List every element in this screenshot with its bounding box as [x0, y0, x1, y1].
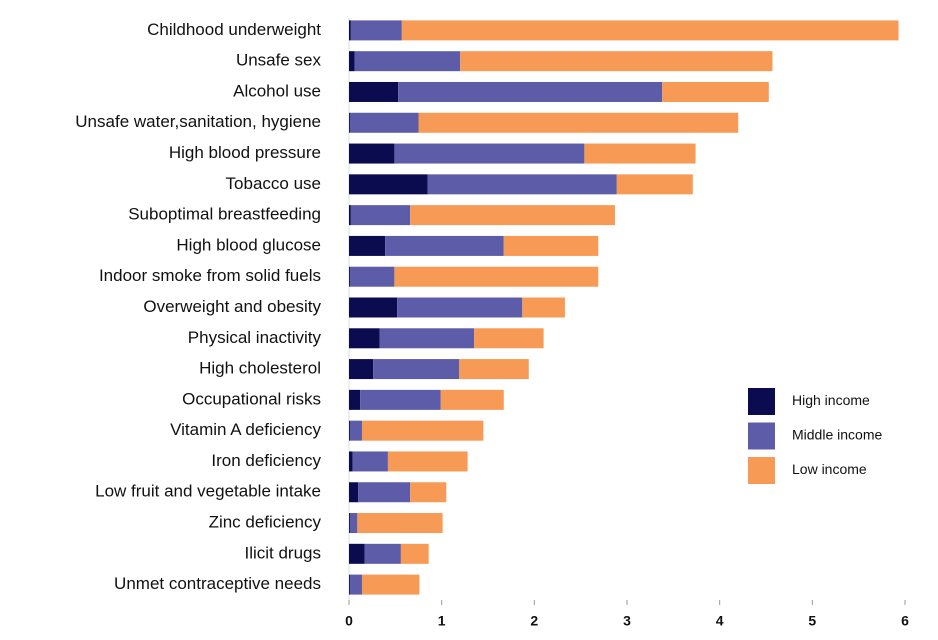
bar-segment [427, 174, 617, 195]
bar-segment [349, 574, 362, 595]
bar-segment [349, 174, 428, 195]
bar-segment [360, 389, 441, 410]
category-label: Physical inactivity [188, 328, 322, 347]
bar-segment [354, 51, 461, 72]
bar-segment [349, 297, 398, 318]
bar-segment [398, 81, 663, 102]
bar-segment [373, 359, 460, 380]
x-tick-label: 6 [901, 613, 909, 629]
bar-segment [357, 513, 443, 534]
category-label: Ilicit drugs [244, 543, 321, 562]
category-label: High blood pressure [169, 143, 321, 162]
bar-segment [397, 297, 523, 318]
bar-segment [522, 297, 565, 318]
x-tick-label: 3 [623, 613, 631, 629]
legend-label: High income [792, 392, 870, 408]
bar-segment [385, 235, 504, 256]
bar-segment [349, 543, 365, 564]
bar-segment [394, 266, 599, 287]
bar-segment [349, 359, 374, 380]
bar-segment [349, 482, 359, 503]
category-label: Alcohol use [233, 81, 321, 100]
bar-segment [379, 328, 475, 349]
x-tick-label: 2 [530, 613, 538, 629]
bar-segment [662, 81, 769, 102]
category-label: Unsafe sex [236, 51, 322, 70]
bar-segment [400, 543, 429, 564]
bar-segment [410, 482, 447, 503]
bar-segment [349, 451, 353, 472]
bar-segment [503, 235, 599, 256]
bar-segment [474, 328, 544, 349]
bar-segment [410, 205, 615, 226]
x-tick-label: 0 [345, 613, 353, 629]
bar-segment [584, 143, 696, 164]
bar-segment [616, 174, 693, 195]
legend-swatch [748, 388, 775, 415]
bar-segment [349, 81, 399, 102]
category-label: Iron deficiency [211, 451, 321, 470]
bar-segment [349, 513, 358, 534]
legend-label: Low income [792, 461, 867, 477]
bar-segment [350, 20, 402, 41]
bar-segment [349, 513, 350, 534]
category-label: Suboptimal breastfeeding [128, 205, 321, 224]
bar-segment [349, 20, 351, 41]
bar-segment [358, 482, 411, 503]
bar-segment [349, 420, 350, 441]
bar-segment [361, 420, 484, 441]
bar-segment [349, 420, 362, 441]
category-label: Unmet contraceptive needs [114, 574, 321, 593]
category-label: Overweight and obesity [143, 297, 321, 316]
bar-segment [349, 266, 395, 287]
bar-segment [460, 51, 773, 72]
bar-segment [352, 451, 388, 472]
bar-segment [387, 451, 468, 472]
bar-segment [349, 112, 350, 133]
bar-segment [349, 143, 395, 164]
bar-segment [361, 574, 420, 595]
bar-segment [394, 143, 585, 164]
x-tick-label: 5 [808, 613, 816, 629]
bar-segment [349, 112, 419, 133]
category-label: Occupational risks [182, 389, 321, 408]
category-label: Vitamin A deficiency [170, 420, 321, 439]
bar-segment [350, 205, 411, 226]
bar-segment [440, 389, 504, 410]
category-label: Zinc deficiency [209, 513, 322, 532]
bar-segment [349, 389, 361, 410]
bar-segment [349, 205, 351, 226]
x-tick-label: 4 [716, 613, 724, 629]
bar-segment [459, 359, 529, 380]
bar-segment [418, 112, 739, 133]
category-label: Low fruit and vegetable intake [95, 482, 321, 501]
bar-segment [349, 266, 350, 287]
category-label: Tobacco use [226, 174, 321, 193]
legend-swatch [748, 422, 775, 450]
legend-label: Middle income [792, 427, 882, 443]
category-label: High blood glucose [176, 235, 321, 254]
bar-segment [349, 51, 355, 72]
category-label: Indoor smoke from solid fuels [99, 266, 321, 285]
category-label: Childhood underweight [147, 20, 321, 39]
bar-segment [364, 543, 401, 564]
bar-segment [349, 574, 350, 595]
bar-segment [401, 20, 899, 41]
legend-swatch [748, 457, 775, 484]
bar-segment [349, 235, 386, 256]
x-tick-label: 1 [438, 613, 446, 629]
category-label: Unsafe water,sanitation, hygiene [75, 112, 321, 131]
bar-segment [349, 328, 380, 349]
category-label: High cholesterol [199, 359, 321, 378]
